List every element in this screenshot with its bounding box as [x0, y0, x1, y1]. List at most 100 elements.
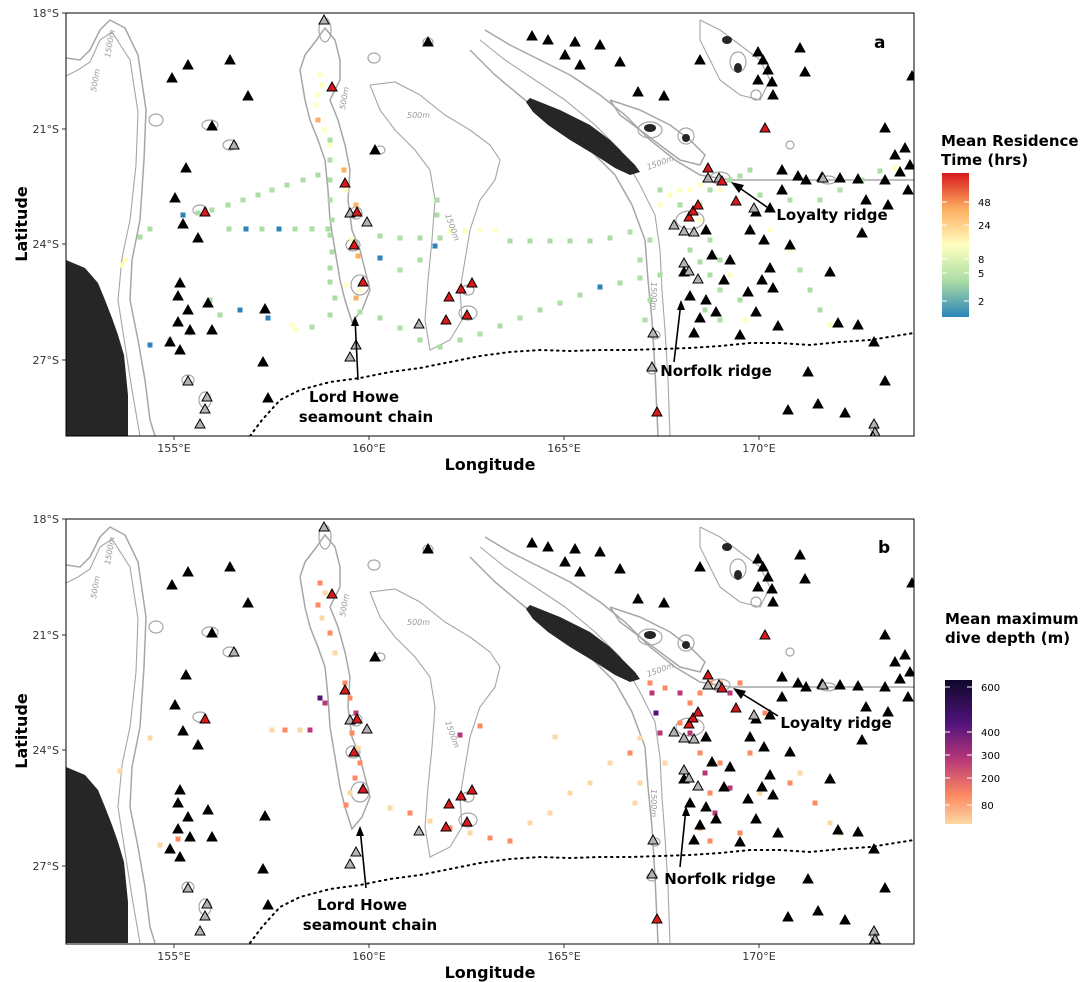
seamount-marker-red: [466, 276, 478, 288]
seamount-marker: [182, 58, 194, 70]
seamount-marker-grey: [194, 924, 206, 936]
dive-depth-cell: [319, 615, 325, 621]
seamount-marker: [758, 740, 770, 752]
dive-depth-cell: [357, 760, 363, 766]
seamount-marker-grey: [646, 360, 658, 372]
bathymetry-contour: [699, 526, 771, 608]
seamount-marker: [169, 191, 181, 203]
seamount-marker-grey: [702, 171, 714, 183]
legend-tick-label: 5: [978, 269, 984, 280]
seamount-marker: [766, 75, 778, 87]
residence-cell: [353, 295, 359, 301]
bathymetry-contour: [484, 29, 914, 181]
residence-cell: [697, 259, 703, 265]
seamount-marker: [710, 305, 722, 317]
seamount-marker-grey: [199, 402, 211, 414]
seamount-marker: [750, 812, 762, 824]
bathymetry-contour: [637, 628, 663, 646]
residence-cell: [319, 82, 325, 88]
arrow-head: [356, 826, 364, 836]
residence-cell: [742, 317, 748, 323]
seamount-marker-grey: [201, 390, 213, 402]
seamount-marker: [744, 730, 756, 742]
axis-ticks: 155°E 160°E 165°E 170°E 18°S 21°S 24°S 27°S: [33, 7, 776, 455]
seamount-marker: [706, 755, 718, 767]
residence-cell: [432, 243, 438, 249]
y-tick-label: 18°S: [33, 7, 59, 20]
seamount-marker-red: [326, 80, 338, 92]
australia-landmass: [66, 767, 128, 943]
residence-cell: [637, 257, 643, 263]
residence-cell: [122, 257, 128, 263]
dive-depth-cell: [662, 760, 668, 766]
residence-cell: [859, 177, 865, 183]
seamount-marker: [752, 73, 764, 85]
seamount-marker-grey: [668, 218, 680, 230]
seamount-marker: [756, 780, 768, 792]
residence-cell: [892, 165, 898, 171]
residence-cell: [315, 117, 321, 123]
seamount-marker-red: [702, 161, 714, 173]
bathymetry-contour: [609, 99, 706, 166]
dive-depth-cell: [567, 790, 573, 796]
island: [734, 570, 742, 580]
residence-cell: [147, 342, 153, 348]
dive-depth-cell: [477, 723, 483, 729]
seamount-marker-grey: [318, 13, 330, 25]
loyalty-label: Loyalty ridge: [776, 206, 887, 224]
seamount-marker-grey: [688, 225, 700, 237]
seamount-marker-grey: [748, 708, 760, 720]
dive-depth-cell: [747, 750, 753, 756]
residence-cell: [667, 192, 673, 198]
seamount-marker: [422, 35, 434, 47]
seamount-marker: [832, 823, 844, 835]
contour-label-500m: 500m: [89, 575, 102, 599]
dive-depth-cell: [757, 790, 763, 796]
dive-depth-cell: [727, 690, 733, 696]
residence-cell: [195, 210, 201, 216]
seamount-marker: [658, 596, 670, 608]
dive-depth-cell: [707, 838, 713, 844]
seamount-marker-grey: [182, 374, 194, 386]
residence-cell: [827, 322, 833, 328]
dive-depth-cell: [307, 727, 313, 733]
bathymetry-contour: [66, 538, 141, 944]
residence-cell: [397, 325, 403, 331]
legend-tick-label: 80: [981, 801, 994, 812]
seamount-marker: [700, 223, 712, 235]
bathymetry-contour: [148, 620, 164, 634]
seamount-marker: [180, 161, 192, 173]
seamount-marker-red: [339, 683, 351, 695]
residence-cell: [557, 300, 563, 306]
bathymetry-contour: [750, 89, 762, 101]
seamount-marker: [879, 173, 891, 185]
residence-cell: [293, 327, 299, 333]
dive-depth-cell: [687, 700, 693, 706]
seamount-marker: [767, 595, 779, 607]
dive-depth-cell: [687, 730, 693, 736]
seamount-marker: [792, 169, 804, 181]
seamount-marker: [700, 800, 712, 812]
seamount-marker: [206, 323, 218, 335]
residence-cell: [317, 72, 323, 78]
residence-cell: [341, 167, 347, 173]
residence-cell: [343, 187, 349, 193]
dive-depth-cell: [355, 745, 361, 751]
residence-cell: [327, 197, 333, 203]
residence-cell: [587, 238, 593, 244]
seamount-marker: [184, 323, 196, 335]
dive-depth-cell: [507, 838, 513, 844]
seamount-marker-grey: [344, 857, 356, 869]
seamount-marker: [799, 65, 811, 77]
residence-cell: [327, 157, 333, 163]
arrow-head: [731, 182, 744, 193]
bathymetry-contour: [299, 26, 371, 324]
residence-cell: [329, 249, 335, 255]
residence-cell: [462, 228, 468, 234]
residence-cell: [397, 267, 403, 273]
new-caledonia-landmass: [526, 98, 640, 175]
residence-cell: [797, 267, 803, 273]
legend-tick-label: 600: [981, 683, 1000, 694]
x-tick-label: 160°E: [352, 950, 385, 963]
dive-depth-cell: [315, 602, 321, 608]
